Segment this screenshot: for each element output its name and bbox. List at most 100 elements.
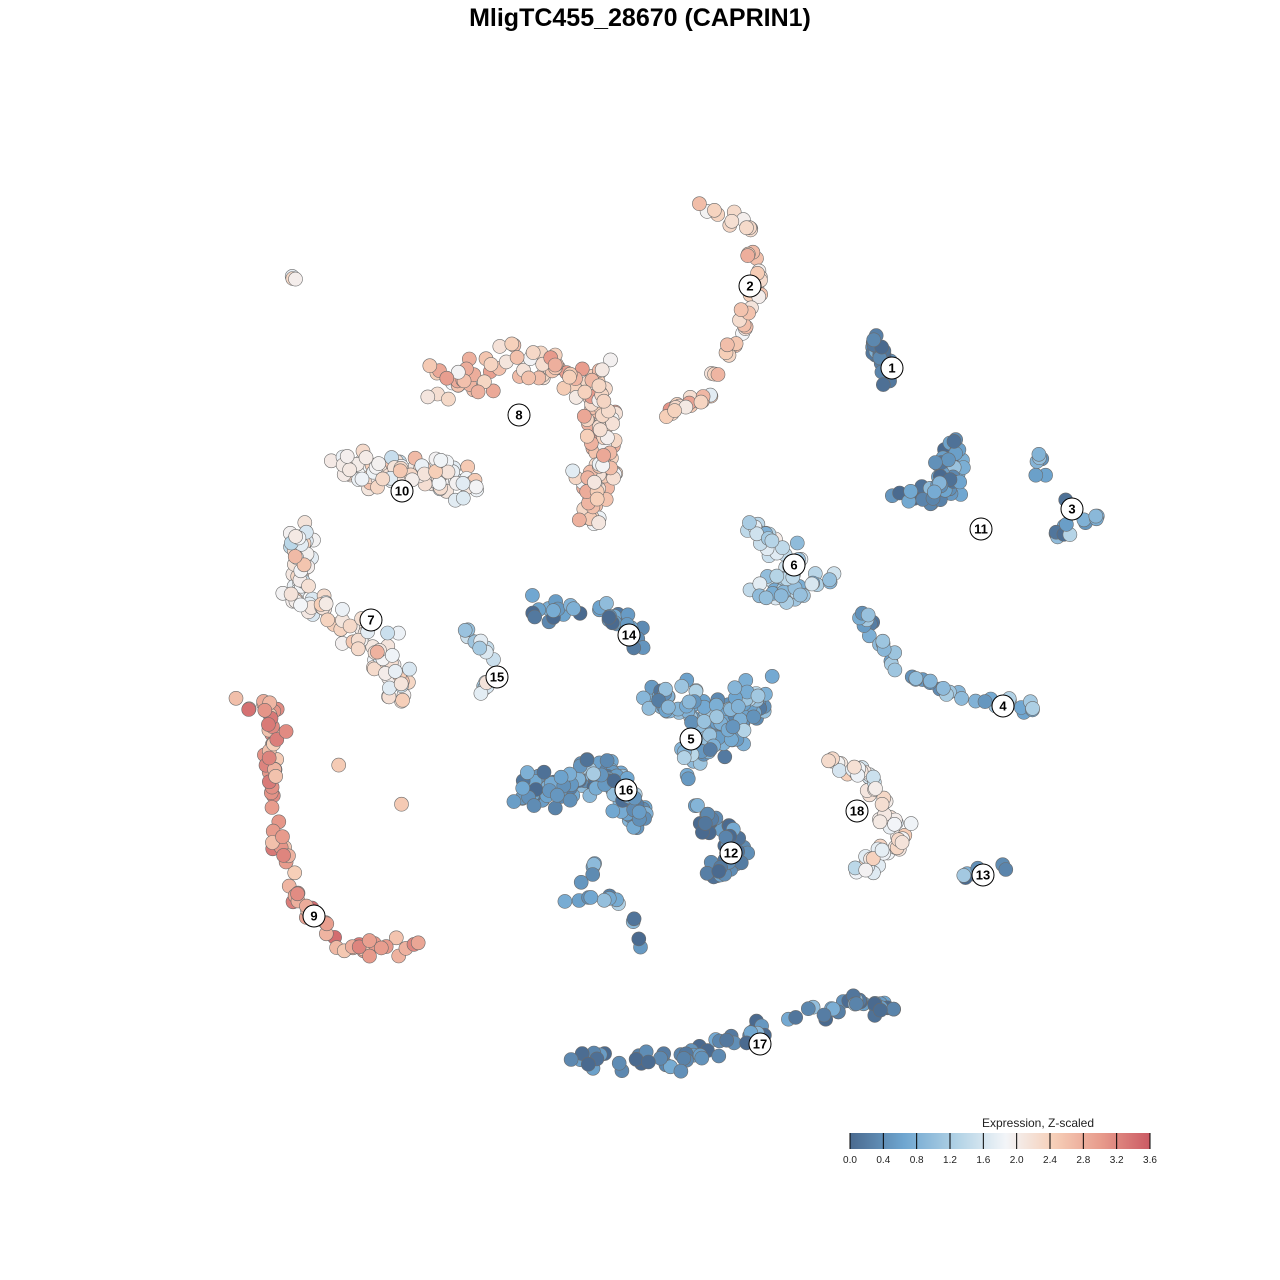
- cell-point: [709, 709, 725, 725]
- cell-point: [287, 865, 303, 881]
- cluster-label-badge: [617, 623, 641, 647]
- cluster-label-badge: [971, 863, 995, 887]
- cell-point: [887, 662, 903, 678]
- cell-point: [676, 750, 692, 766]
- cell-point: [690, 798, 705, 813]
- cluster-label-badge: [1060, 497, 1084, 521]
- cluster-label-badge: [679, 727, 703, 751]
- cell-point: [908, 671, 924, 686]
- cell-point: [369, 644, 385, 660]
- cluster-label-9: 9: [302, 904, 326, 928]
- cell-point: [676, 1051, 692, 1066]
- cell-point: [402, 661, 417, 677]
- cell-point: [527, 609, 543, 625]
- cell-point: [472, 640, 488, 656]
- cell-point: [257, 702, 273, 718]
- cell-point: [269, 732, 285, 747]
- cluster-label-text: 7: [367, 613, 374, 628]
- cell-point: [492, 339, 508, 354]
- cluster-label-text: 11: [974, 522, 988, 537]
- cell-point: [301, 578, 316, 594]
- cluster-label-text: 6: [790, 558, 797, 573]
- cell-point: [740, 248, 756, 263]
- cell-point: [1028, 467, 1044, 483]
- cell-point: [792, 587, 808, 603]
- cell-point: [596, 892, 612, 908]
- cell-point: [515, 780, 531, 796]
- cell-point: [719, 337, 735, 353]
- cluster-label-text: 15: [490, 670, 504, 685]
- cell-point: [750, 688, 766, 704]
- cell-point: [903, 816, 919, 831]
- legend-tick-label: 0.4: [876, 1155, 890, 1166]
- cell-point: [288, 529, 304, 544]
- cell-point: [874, 796, 890, 812]
- cell-point: [596, 448, 611, 463]
- cell-point: [596, 393, 612, 409]
- cluster-label-16: 16: [614, 778, 638, 802]
- cluster-label-6: 6: [782, 553, 806, 577]
- legend-tick-label: 1.2: [943, 1155, 957, 1166]
- cell-point: [526, 798, 542, 813]
- cluster-label-14: 14: [617, 623, 641, 647]
- cell-point: [318, 596, 334, 612]
- cell-point: [557, 894, 573, 909]
- cell-point: [395, 692, 410, 708]
- cell-point: [393, 676, 409, 692]
- cell-point: [525, 345, 541, 360]
- cell-point: [276, 848, 291, 863]
- cluster-label-badge: [302, 904, 326, 928]
- cell-point: [455, 476, 471, 491]
- cell-point: [773, 588, 789, 604]
- cell-point: [335, 602, 350, 617]
- cluster-label-badge: [719, 841, 743, 865]
- cluster-label-text: 13: [976, 868, 990, 883]
- cell-point: [977, 694, 993, 709]
- cell-point: [288, 271, 303, 287]
- cluster-label-text: 1: [888, 361, 895, 376]
- cell-point: [388, 930, 404, 946]
- cell-point: [711, 863, 727, 879]
- cell-point: [628, 1052, 644, 1067]
- cell-point: [599, 596, 614, 611]
- cell-point: [922, 673, 938, 689]
- cell-point: [866, 332, 882, 348]
- cluster-label-4: 4: [991, 694, 1015, 718]
- cell-point: [697, 816, 713, 831]
- cell-point: [998, 862, 1014, 877]
- cell-point: [692, 196, 707, 211]
- cell-point: [717, 749, 733, 765]
- cell-point: [764, 533, 780, 549]
- cell-point: [707, 203, 722, 218]
- cluster-label-text: 3: [1068, 502, 1075, 517]
- cluster-label-text: 9: [310, 909, 317, 924]
- legend-tick-label: 2.4: [1043, 1155, 1057, 1166]
- legend-ticks: 0.0 0.4 0.8 1.2 1.6 2.0 2.4 2.8 3.2 3.6: [843, 1133, 1157, 1166]
- cluster-label-text: 17: [753, 1037, 767, 1052]
- cell-point: [875, 633, 891, 649]
- cell-point: [865, 851, 881, 866]
- legend-tick-label: 3.2: [1110, 1155, 1124, 1166]
- cell-point: [702, 742, 718, 757]
- cell-point: [339, 449, 355, 464]
- cell-point: [872, 814, 888, 830]
- cluster-label-badge: [845, 799, 869, 823]
- cell-point: [468, 479, 484, 495]
- cell-point: [455, 490, 471, 506]
- cell-point: [693, 394, 709, 410]
- cell-point: [283, 586, 299, 602]
- cell-point: [954, 691, 969, 706]
- cell-point: [422, 358, 438, 374]
- cell-point: [483, 357, 499, 372]
- legend-tick-label: 1.6: [976, 1155, 990, 1166]
- cell-point: [742, 515, 757, 530]
- cell-point: [580, 1056, 596, 1072]
- cell-point: [583, 890, 599, 905]
- cell-point: [576, 408, 592, 424]
- cell-point: [719, 1032, 735, 1048]
- cell-point: [599, 753, 615, 768]
- cell-point: [789, 535, 805, 551]
- cluster-label-badge: [614, 778, 638, 802]
